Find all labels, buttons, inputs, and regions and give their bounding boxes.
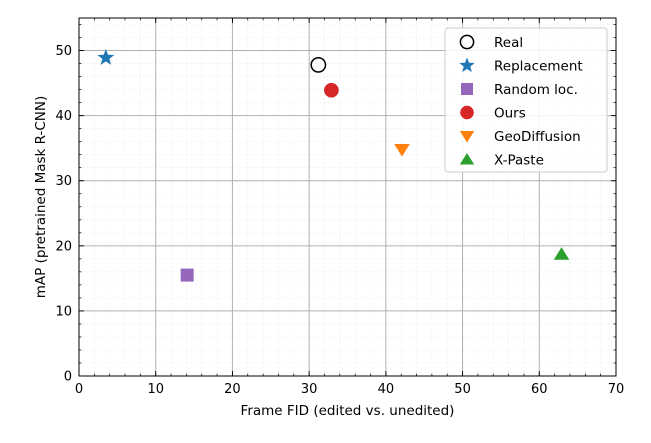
y-tick-label: 30 <box>55 174 72 189</box>
x-axis-label: Frame FID (edited vs. unedited) <box>241 403 455 419</box>
legend-marker-replacement <box>459 57 475 73</box>
point-real <box>310 56 327 73</box>
x-tick-label: 70 <box>608 382 625 397</box>
data-points <box>97 48 570 282</box>
legend-label-geodiffusion: GeoDiffusion <box>494 129 581 145</box>
legend-label-replacement: Replacement <box>494 58 583 74</box>
x-tick-label: 10 <box>147 382 164 397</box>
x-tick-label: 60 <box>531 382 548 397</box>
legend-label-x-paste: X-Paste <box>494 152 544 168</box>
y-tick-label: 20 <box>55 239 72 254</box>
legend-marker-geodiffusion <box>459 130 475 143</box>
x-tick-label: 30 <box>301 382 318 397</box>
legend: Real Replacement Random loc. Ours GeoDiffusi… <box>444 27 608 173</box>
tick-labels: 0 10 20 30 40 50 60 70 0 10 20 30 40 50 <box>55 44 624 397</box>
y-tick-label: 50 <box>55 44 72 59</box>
legend-marker-real <box>459 34 475 50</box>
legend-marker-x-paste <box>459 153 475 165</box>
plot-frame <box>78 17 617 377</box>
point-random-loc <box>180 268 194 282</box>
legend-label-ours: Ours <box>494 105 526 121</box>
x-tick-label: 20 <box>224 382 241 397</box>
legend-label-random-loc: Random loc. <box>494 82 578 98</box>
y-tick-label: 10 <box>55 304 72 319</box>
y-tick-label: 40 <box>55 109 72 124</box>
x-tick-label: 50 <box>454 382 471 397</box>
point-geodiffusion <box>394 144 410 157</box>
legend-label-real: Real <box>494 35 523 51</box>
legend-marker-ours <box>460 105 474 120</box>
point-replacement <box>97 48 115 65</box>
y-axis-label: mAP (pretrained Mask R-CNN) <box>33 96 49 298</box>
x-tick-label: 40 <box>378 382 395 397</box>
point-ours <box>323 82 339 98</box>
legend-marker-random-loc <box>461 83 473 95</box>
x-tick-label: 0 <box>75 382 83 397</box>
point-x-paste <box>553 247 570 260</box>
y-tick-label: 0 <box>64 370 72 385</box>
legend-box <box>444 27 608 173</box>
